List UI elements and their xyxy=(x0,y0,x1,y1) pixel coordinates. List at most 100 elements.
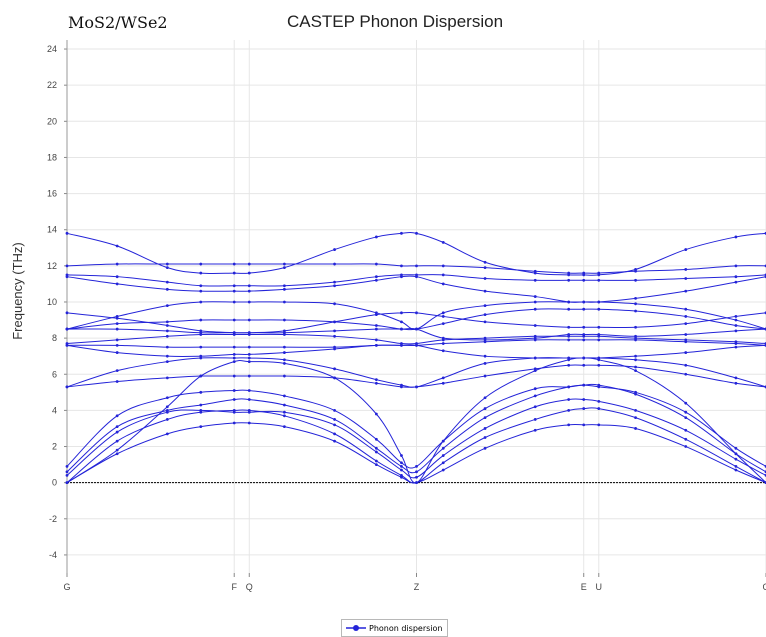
branch-point xyxy=(483,396,487,400)
branch-point xyxy=(282,266,286,270)
branch-point xyxy=(333,408,336,412)
branch-point xyxy=(734,376,738,380)
branch-point xyxy=(282,262,286,266)
branch-point xyxy=(199,374,203,378)
branch-point xyxy=(65,327,69,331)
branch-point xyxy=(115,439,119,443)
branch-point xyxy=(374,463,378,466)
branch-point xyxy=(65,385,69,389)
branch-point xyxy=(115,369,119,373)
branch-point xyxy=(400,454,403,457)
branch-point xyxy=(333,284,336,288)
branch-point xyxy=(415,385,418,389)
branch-point xyxy=(374,446,378,450)
branch-point xyxy=(415,481,418,485)
branch-point xyxy=(115,425,119,429)
y-tick-label: 4 xyxy=(52,405,57,415)
branch-point xyxy=(684,277,688,280)
branch-point xyxy=(597,325,601,329)
branch-point xyxy=(400,264,403,268)
branch-point xyxy=(115,351,119,354)
branch-point xyxy=(582,307,586,311)
branch-point xyxy=(374,343,378,347)
branch-point xyxy=(533,356,537,360)
branch-point xyxy=(282,284,286,288)
branch-point xyxy=(582,333,586,336)
branch-point xyxy=(483,260,487,264)
branch-point xyxy=(333,248,336,251)
branch-point xyxy=(684,372,688,376)
branch-point xyxy=(199,345,203,349)
branch-point xyxy=(567,338,571,342)
branch-point xyxy=(374,327,378,331)
branch-point xyxy=(374,381,378,385)
branch-point xyxy=(333,439,336,443)
branch-point xyxy=(533,278,537,282)
branch-point xyxy=(282,300,286,304)
branch-point xyxy=(232,318,236,322)
branch-point xyxy=(634,390,637,394)
branch-point xyxy=(533,295,537,298)
branch-point xyxy=(199,262,203,266)
branch-point xyxy=(232,262,236,266)
branch-point xyxy=(597,356,601,360)
branch-point xyxy=(232,271,236,275)
y-tick-label: 14 xyxy=(47,225,57,235)
branch-point xyxy=(115,414,119,418)
branch-point xyxy=(247,398,251,401)
branch-point xyxy=(734,235,738,239)
branch-point xyxy=(165,408,169,412)
branch-point xyxy=(400,327,403,331)
branch-point xyxy=(199,408,203,412)
branch-point xyxy=(374,459,378,463)
branch-point xyxy=(115,282,119,286)
branch-point xyxy=(734,280,738,284)
branch-point xyxy=(115,244,119,248)
branch-point xyxy=(374,450,378,454)
branch-point xyxy=(374,378,378,382)
branch-point xyxy=(282,351,286,354)
branch-point xyxy=(533,394,537,398)
branch-point xyxy=(165,432,169,436)
branch-point xyxy=(247,352,251,356)
branch-point xyxy=(282,358,286,362)
branch-point xyxy=(333,302,336,306)
y-tick-label: 8 xyxy=(52,333,57,343)
branch-point xyxy=(415,470,418,474)
branch-point xyxy=(483,436,487,439)
branch-point xyxy=(232,389,236,392)
branch-point xyxy=(684,315,688,318)
branch-point xyxy=(567,273,571,277)
branch-point xyxy=(115,452,119,456)
y-tick-label: 18 xyxy=(47,152,57,162)
branch-point xyxy=(582,407,586,410)
branch-point xyxy=(232,356,236,360)
branch-point xyxy=(199,300,203,304)
branch-point xyxy=(734,329,738,333)
branch-point xyxy=(199,284,203,288)
branch-point xyxy=(634,369,637,373)
branch-point xyxy=(400,311,403,315)
chart-subtitle-label: MoS2/WSe2 xyxy=(68,13,168,32)
branch-point xyxy=(634,268,637,271)
branch-point xyxy=(582,325,586,329)
y-tick-label: -4 xyxy=(49,550,57,560)
branch-point xyxy=(65,465,69,468)
branch-point xyxy=(582,300,586,304)
branch-point xyxy=(567,307,571,311)
branch-point xyxy=(684,428,688,432)
branch-point xyxy=(415,465,418,468)
branch-point xyxy=(232,352,236,356)
y-axis-label: Frequency (THz) xyxy=(10,242,25,340)
branch-point xyxy=(115,343,119,347)
x-tick-label: F xyxy=(231,582,237,592)
y-tick-label: 20 xyxy=(47,116,57,126)
branch-point xyxy=(333,320,336,324)
branch-point xyxy=(165,320,169,324)
branch-point xyxy=(165,324,169,327)
branch-point xyxy=(533,300,537,304)
branch-point xyxy=(165,376,169,380)
branch-point xyxy=(400,320,403,324)
branch-point xyxy=(597,363,601,367)
